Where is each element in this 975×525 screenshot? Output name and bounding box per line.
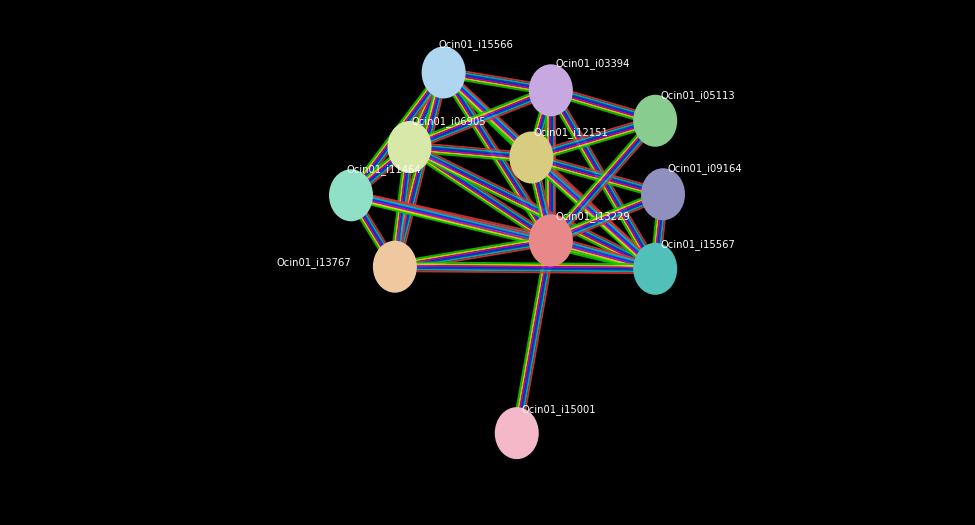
- Text: Ocin01_i11464: Ocin01_i11464: [346, 164, 421, 175]
- Ellipse shape: [387, 121, 432, 173]
- Text: Ocin01_i15566: Ocin01_i15566: [439, 39, 514, 50]
- Ellipse shape: [528, 64, 573, 117]
- Text: Ocin01_i12151: Ocin01_i12151: [533, 127, 608, 138]
- Ellipse shape: [329, 169, 373, 222]
- Ellipse shape: [633, 94, 678, 147]
- Ellipse shape: [421, 46, 466, 99]
- Ellipse shape: [633, 243, 678, 295]
- Ellipse shape: [509, 131, 554, 184]
- Text: Ocin01_i15001: Ocin01_i15001: [522, 404, 597, 415]
- Text: Ocin01_i03394: Ocin01_i03394: [556, 58, 630, 69]
- Text: Ocin01_i15567: Ocin01_i15567: [660, 239, 735, 250]
- Ellipse shape: [372, 240, 417, 293]
- Text: Ocin01_i06905: Ocin01_i06905: [411, 116, 487, 127]
- Text: Ocin01_i09164: Ocin01_i09164: [668, 163, 743, 174]
- Text: Ocin01_i05113: Ocin01_i05113: [660, 90, 735, 101]
- Text: Ocin01_i13229: Ocin01_i13229: [556, 211, 631, 222]
- Ellipse shape: [641, 168, 685, 220]
- Ellipse shape: [528, 214, 573, 267]
- Ellipse shape: [494, 407, 539, 459]
- Text: Ocin01_i13767: Ocin01_i13767: [276, 257, 351, 268]
